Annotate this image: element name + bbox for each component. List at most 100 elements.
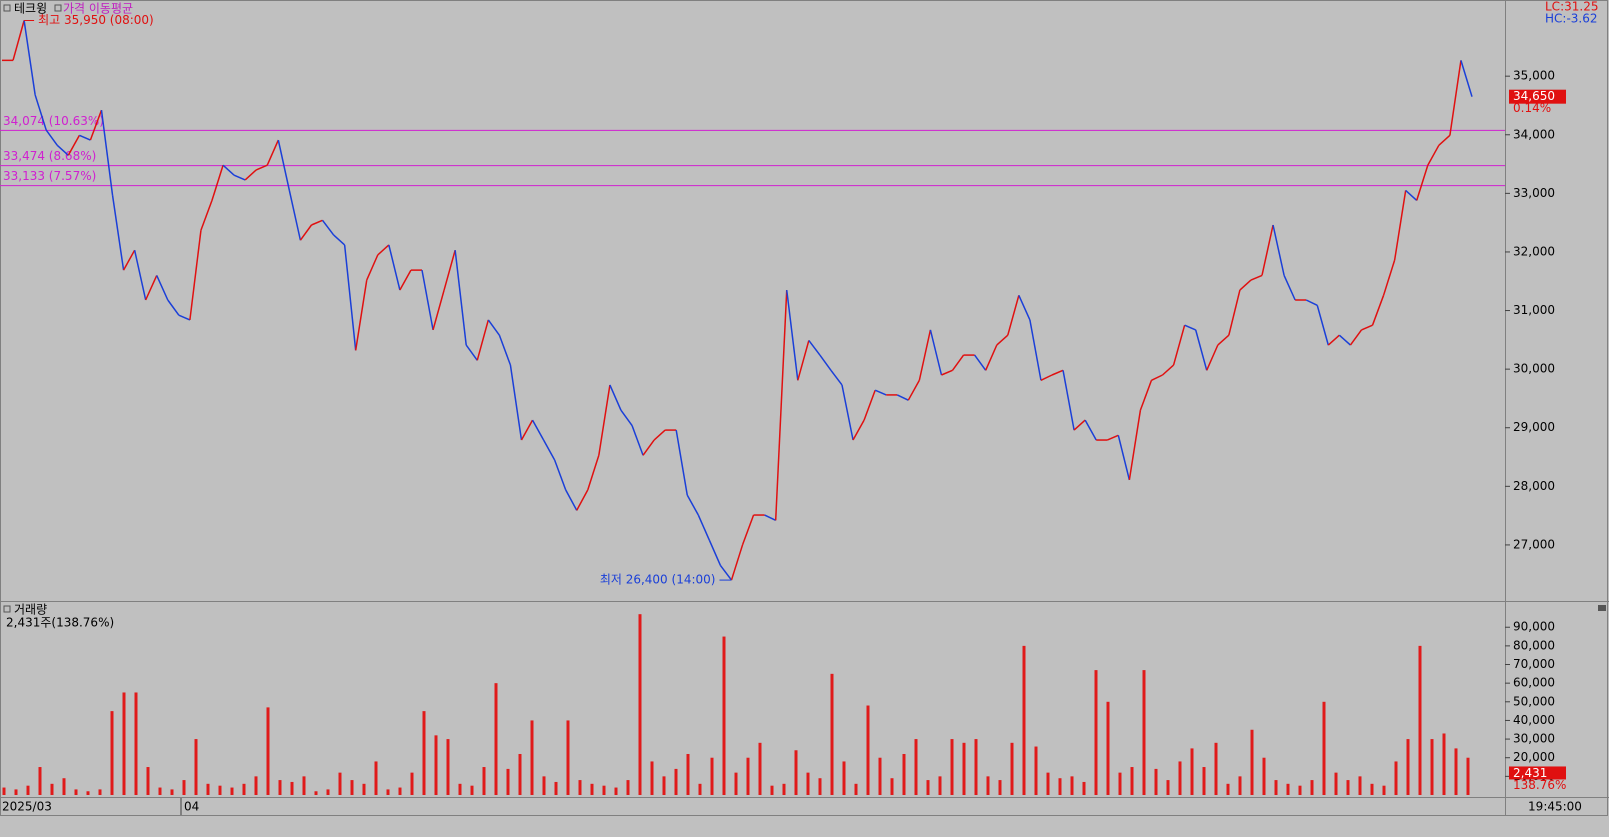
price-segment: [1151, 374, 1163, 381]
volume-bar: [1178, 761, 1182, 795]
price-segment: [996, 334, 1009, 346]
y-tick-label: 30,000: [1513, 362, 1555, 376]
volume-bar: [542, 776, 546, 795]
volume-bar: [554, 781, 558, 795]
price-segment: [830, 369, 843, 386]
volume-bar: [254, 776, 258, 795]
price-segment: [1316, 305, 1330, 346]
price-segment: [89, 109, 103, 141]
volume-bar: [578, 780, 582, 795]
volume-bar: [1094, 670, 1098, 795]
price-segment: [708, 539, 722, 566]
volume-bar: [194, 739, 198, 795]
y-tick-label: 34,000: [1513, 127, 1555, 141]
price-segment: [1117, 435, 1131, 481]
y-tick-label: 27,000: [1513, 537, 1555, 551]
volume-bar: [962, 742, 966, 795]
price-segment: [1327, 334, 1340, 346]
y-tick-label: 80,000: [1513, 638, 1555, 652]
price-segment: [244, 169, 257, 181]
volume-bar: [302, 776, 306, 795]
volume-bar: [998, 780, 1002, 795]
price-segment: [476, 319, 490, 361]
volume-bar: [782, 783, 786, 795]
price-segment: [620, 409, 633, 426]
price-segment: [1416, 165, 1429, 201]
volume-bar: [98, 789, 102, 795]
price-segment: [1438, 134, 1451, 146]
price-segment: [929, 329, 943, 376]
price-segment: [311, 219, 323, 226]
volume-bar: [1442, 733, 1446, 795]
volume-bar: [1058, 778, 1062, 795]
price-segment: [1206, 344, 1219, 371]
price-segment: [388, 244, 401, 291]
volume-bar: [1286, 783, 1290, 795]
volume-bar: [1262, 757, 1266, 795]
price-segment: [1029, 319, 1042, 381]
volume-bar: [950, 739, 954, 795]
volume-bar: [1022, 645, 1026, 795]
volume-bar: [806, 772, 810, 795]
volume-bar: [230, 787, 234, 795]
price-segment: [277, 139, 291, 191]
price-segment: [918, 329, 932, 381]
volume-bar: [14, 789, 18, 795]
price-segment: [200, 200, 213, 231]
price-segment: [896, 394, 909, 401]
price-segment: [1184, 324, 1196, 331]
current-volume-box: [1509, 766, 1566, 780]
price-segment: [874, 389, 887, 396]
price-segment: [299, 224, 313, 241]
price-segment: [498, 334, 512, 366]
time-label: 04: [184, 800, 199, 814]
volume-bar: [1142, 670, 1146, 795]
volume-bar: [1430, 739, 1434, 795]
volume-bar: [386, 789, 390, 795]
price-segment: [587, 455, 600, 491]
price-segment: [1305, 299, 1318, 306]
volume-bar: [278, 780, 282, 795]
volume-bar: [1418, 645, 1422, 795]
price-segment: [421, 269, 434, 331]
price-segment: [852, 419, 865, 441]
price-segment: [1460, 60, 1473, 97]
price-segment: [819, 354, 832, 371]
cursor-time: 19:45:00: [1528, 800, 1582, 814]
volume-bar: [506, 768, 510, 795]
current-change: 0.14%: [1513, 101, 1551, 115]
current-price-box: [1509, 89, 1566, 104]
price-segment: [1062, 370, 1075, 431]
volume-bar: [866, 705, 870, 795]
volume-bar: [926, 780, 930, 795]
price-segment: [133, 250, 147, 301]
price-segment: [951, 354, 965, 371]
volume-bar: [170, 789, 174, 795]
volume-bar: [650, 761, 654, 795]
volume-bar: [290, 781, 294, 795]
volume-bar: [362, 783, 366, 795]
volume-bar: [1346, 780, 1350, 795]
price-segment: [697, 514, 711, 541]
price-segment: [1261, 224, 1274, 276]
price-segment: [653, 429, 666, 441]
price-segment: [156, 275, 169, 301]
volume-bar: [1106, 701, 1110, 795]
volume-bar: [266, 707, 270, 795]
volume-bar: [446, 739, 450, 795]
volume-bar: [1382, 785, 1386, 795]
volume-bar: [638, 614, 642, 795]
hc-label: HC:-3.62: [1545, 12, 1598, 26]
price-segment: [465, 344, 478, 361]
y-tick-label: 33,000: [1513, 186, 1555, 200]
level-label: 34,074 (10.63%): [3, 114, 104, 128]
panel-button[interactable]: [1598, 605, 1606, 611]
current-price: 34,650: [1513, 89, 1555, 103]
volume-bar: [1358, 776, 1362, 795]
volume-bar: [1214, 742, 1218, 795]
volume-bar: [398, 787, 402, 795]
price-segment: [79, 134, 91, 141]
volume-bar: [1046, 772, 1050, 795]
volume-bar: [38, 767, 42, 795]
